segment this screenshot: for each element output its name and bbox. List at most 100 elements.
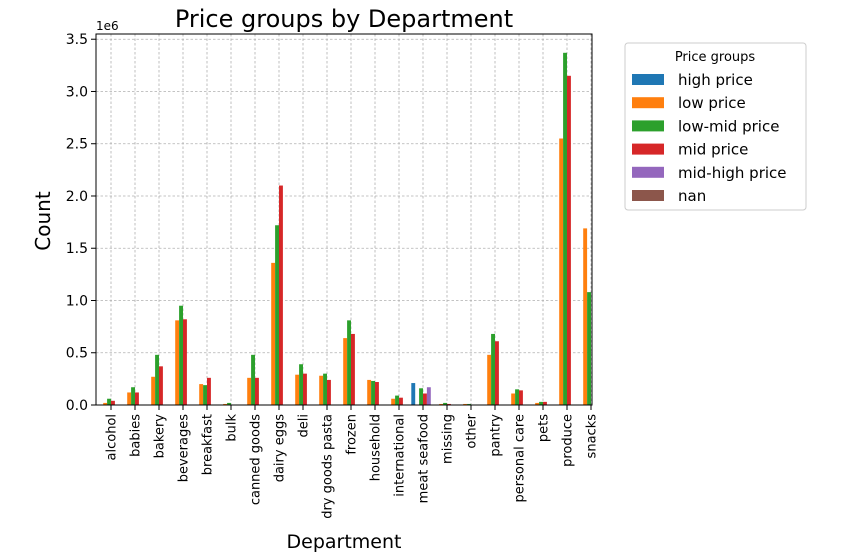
x-tick-label: household: [369, 414, 384, 481]
bars: [103, 52, 591, 405]
legend-label: mid price: [678, 141, 748, 159]
legend-swatch: [632, 143, 664, 155]
x-tick-label: international: [393, 414, 408, 497]
bar-low-price-frozen: [343, 338, 348, 405]
y-tick-label: 1.0: [66, 293, 88, 309]
bar-mid-price-deli: [303, 373, 307, 405]
y-axis-ticks: 0.0 0.5 1.0 1.5 2.0 2.5 3.0 3.5: [66, 32, 96, 414]
bar-mid-price-missing: [447, 403, 451, 405]
legend-swatch: [632, 120, 664, 132]
x-tick-label: dairy eggs: [273, 414, 288, 483]
bar-mid-price-dry-goods-pasta: [327, 379, 331, 405]
bar-mid-price-dairy-eggs: [279, 185, 283, 405]
bar-high-price-meat-seafood: [411, 383, 416, 405]
bar-low-price-deli: [295, 374, 300, 405]
x-tick-label: missing: [441, 414, 456, 464]
bar-low-mid-price-beverages: [179, 305, 183, 405]
y-tick-label: 0.5: [66, 346, 88, 362]
y-tick-label: 2.5: [66, 137, 88, 153]
x-tick-label: alcohol: [105, 414, 120, 460]
bar-low-mid-price-bulk: [227, 402, 231, 405]
bar-low-price-pets: [535, 402, 540, 405]
bar-mid-price-beverages: [183, 319, 187, 405]
bar-low-price-dairy-eggs: [271, 262, 276, 405]
legend-swatch: [632, 74, 664, 85]
x-tick-label: babies: [129, 414, 144, 457]
x-axis-ticks: alcohol babies bakery beverages breakfast bul…: [105, 405, 600, 519]
x-tick-label: frozen: [345, 414, 360, 455]
bar-low-price-produce: [559, 138, 564, 405]
y-offset-label: 1e6: [96, 19, 119, 33]
legend-label: mid-high price: [678, 164, 787, 182]
x-tick-label: produce: [561, 414, 576, 467]
bar-mid-price-personal-care: [519, 390, 523, 405]
y-tick-label: 3.0: [66, 84, 88, 100]
bar-low-mid-price-dry-goods-pasta: [323, 373, 327, 405]
x-tick-label: deli: [297, 414, 312, 437]
legend-title: Price groups: [675, 50, 756, 65]
legend-label: nan: [678, 187, 706, 205]
y-tick-label: 3.5: [66, 32, 88, 48]
x-tick-label: pets: [537, 414, 552, 442]
x-tick-label: personal care: [513, 414, 528, 502]
bar-low-price-international: [391, 398, 396, 405]
bar-low-mid-price-frozen: [347, 320, 351, 405]
legend-swatch: [632, 97, 664, 109]
legend: Price groups high price low price low-mid …: [624, 42, 807, 211]
bar-mid-price-alcohol: [111, 400, 115, 405]
bar-low-price-canned-goods: [247, 377, 252, 405]
bar-low-mid-price-canned-goods: [251, 354, 255, 405]
y-tick-label: 0.0: [66, 398, 88, 414]
bar-low-price-beverages: [175, 320, 180, 405]
bar-mid-price-meat-seafood: [423, 393, 427, 405]
bar-low-mid-price-breakfast: [203, 385, 207, 405]
x-axis-label: Department: [287, 531, 402, 553]
x-tick-label: bulk: [225, 414, 240, 442]
x-tick-label: other: [465, 413, 480, 448]
bar-low-price-snacks: [583, 228, 588, 405]
bar-mid-price-produce: [567, 75, 571, 405]
bar-low-mid-price-international: [395, 395, 399, 405]
bar-mid-price-breakfast: [207, 377, 211, 405]
bar-low-price-personal-care: [511, 393, 516, 405]
bar-mid-price-international: [399, 397, 403, 405]
bar-low-mid-price-meat-seafood: [419, 388, 423, 405]
x-tick-label: pantry: [489, 414, 504, 457]
bar-low-mid-price-alcohol: [107, 398, 111, 405]
chart-title: Price groups by Department: [175, 5, 513, 33]
legend-label: high price: [678, 71, 753, 89]
bar-mid-price-household: [375, 382, 379, 405]
x-tick-label: snacks: [585, 414, 600, 459]
bar-low-mid-price-other: [467, 403, 471, 405]
bar-mid-price-babies: [135, 392, 139, 405]
x-tick-label: beverages: [177, 414, 192, 483]
bar-low-mid-price-missing: [443, 402, 447, 405]
bar-low-mid-price-personal-care: [515, 389, 519, 405]
y-tick-label: 1.5: [66, 241, 88, 257]
bar-mid-price-pets: [543, 401, 547, 405]
bar-low-mid-price-pets: [539, 401, 543, 405]
bar-low-price-bulk: [223, 403, 228, 405]
bar-low-mid-price-produce: [563, 52, 567, 405]
legend-swatch: [632, 166, 664, 178]
legend-label: low-mid price: [678, 117, 779, 135]
bar-low-price-bakery: [151, 376, 156, 405]
x-tick-label: bakery: [153, 414, 168, 459]
legend-swatch: [632, 190, 664, 201]
x-tick-label: meat seafood: [417, 414, 432, 503]
bar-low-mid-price-snacks: [587, 292, 591, 405]
y-tick-label: 2.0: [66, 189, 88, 205]
bar-mid-price-bakery: [159, 366, 163, 405]
bar-low-price-alcohol: [103, 402, 108, 405]
plot-frame: [95, 33, 593, 406]
bar-low-mid-price-babies: [131, 387, 135, 405]
x-tick-label: dry goods pasta: [321, 414, 336, 519]
legend-label: low price: [678, 94, 746, 112]
bar-low-mid-price-pantry: [491, 333, 495, 405]
bar-low-mid-price-household: [371, 380, 375, 405]
x-tick-label: breakfast: [201, 414, 216, 475]
bar-mid-price-canned-goods: [255, 377, 259, 405]
bar-low-price-babies: [127, 392, 132, 405]
legend-box: [624, 42, 807, 211]
